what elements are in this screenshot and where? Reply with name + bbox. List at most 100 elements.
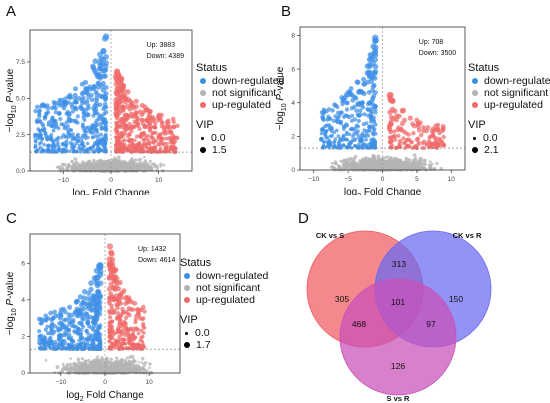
point-up-regulated bbox=[117, 124, 122, 129]
point-up-regulated bbox=[120, 117, 125, 122]
point-down-regulated bbox=[49, 328, 54, 333]
point-down-regulated bbox=[370, 140, 374, 145]
point-down-regulated bbox=[342, 136, 346, 140]
point-not-significant bbox=[131, 366, 135, 370]
point-down-regulated bbox=[86, 94, 92, 100]
point-up-regulated bbox=[107, 327, 112, 332]
point-down-regulated bbox=[48, 338, 53, 343]
point-down-regulated bbox=[90, 347, 95, 351]
point-up-regulated bbox=[401, 141, 406, 146]
legend-b: Status down-regulated not significant up… bbox=[468, 62, 550, 156]
point-up-regulated bbox=[127, 139, 132, 144]
point-not-significant bbox=[71, 366, 76, 370]
point-down-regulated bbox=[58, 343, 62, 348]
point-down-regulated bbox=[44, 111, 49, 116]
down-dot-icon bbox=[472, 78, 478, 84]
point-down-regulated bbox=[89, 146, 93, 151]
point-not-significant bbox=[131, 164, 136, 169]
point-down-regulated bbox=[71, 339, 76, 344]
point-not-significant bbox=[140, 361, 143, 364]
point-not-significant bbox=[80, 357, 85, 361]
annotation-up-count: Up: 3883 bbox=[147, 42, 176, 49]
point-up-regulated bbox=[113, 97, 119, 103]
point-down-regulated bbox=[33, 138, 38, 143]
point-not-significant bbox=[356, 164, 361, 169]
point-down-regulated bbox=[91, 342, 95, 347]
point-down-regulated bbox=[92, 58, 99, 64]
point-down-regulated bbox=[369, 110, 374, 116]
point-up-regulated bbox=[117, 334, 121, 339]
point-down-regulated bbox=[79, 91, 85, 97]
point-up-regulated bbox=[115, 131, 120, 136]
point-down-regulated bbox=[97, 271, 104, 278]
point-up-regulated bbox=[409, 140, 414, 145]
point-down-regulated bbox=[339, 121, 343, 126]
legend-label: up-regulated bbox=[212, 99, 271, 111]
point-up-regulated bbox=[114, 120, 119, 126]
point-down-regulated bbox=[59, 322, 64, 327]
point-not-significant bbox=[387, 164, 390, 168]
point-up-regulated bbox=[113, 105, 119, 111]
point-down-regulated bbox=[81, 147, 86, 151]
point-not-significant bbox=[131, 159, 136, 163]
point-down-regulated bbox=[366, 101, 371, 107]
point-not-significant bbox=[150, 162, 153, 166]
point-up-regulated bbox=[145, 133, 150, 138]
point-up-regulated bbox=[144, 117, 149, 123]
point-up-regulated bbox=[427, 138, 432, 144]
point-down-regulated bbox=[329, 143, 333, 148]
point-down-regulated bbox=[332, 140, 337, 144]
point-down-regulated bbox=[85, 103, 91, 108]
point-down-regulated bbox=[40, 121, 45, 126]
legend-item-ns: not significant bbox=[196, 87, 284, 99]
point-down-regulated bbox=[372, 129, 376, 134]
point-not-significant bbox=[113, 360, 118, 364]
point-not-significant bbox=[338, 166, 342, 171]
point-up-regulated bbox=[123, 315, 129, 320]
point-down-regulated bbox=[51, 128, 56, 133]
point-down-regulated bbox=[82, 117, 87, 122]
point-up-regulated bbox=[150, 131, 155, 136]
point-down-regulated bbox=[90, 65, 97, 71]
point-up-regulated bbox=[127, 148, 132, 152]
point-down-regulated bbox=[364, 137, 368, 142]
point-down-regulated bbox=[349, 141, 353, 146]
y-tick-label: 0.0 bbox=[16, 168, 25, 175]
point-down-regulated bbox=[321, 140, 326, 144]
series-down-regulated bbox=[319, 34, 379, 150]
point-up-regulated bbox=[140, 317, 145, 322]
point-up-regulated bbox=[433, 140, 438, 145]
point-not-significant bbox=[432, 167, 436, 171]
point-not-significant bbox=[106, 160, 110, 165]
point-up-regulated bbox=[109, 303, 114, 309]
point-down-regulated bbox=[360, 138, 365, 143]
point-down-regulated bbox=[84, 328, 89, 333]
point-down-regulated bbox=[33, 108, 38, 114]
point-down-regulated bbox=[354, 79, 360, 85]
point-not-significant bbox=[92, 167, 96, 171]
point-down-regulated bbox=[75, 120, 80, 125]
legend-vip-title: VIP bbox=[196, 119, 214, 131]
point-down-regulated bbox=[88, 280, 94, 286]
point-not-significant bbox=[96, 355, 99, 358]
point-up-regulated bbox=[140, 334, 145, 339]
point-up-regulated bbox=[113, 89, 120, 95]
point-not-significant bbox=[119, 168, 124, 172]
point-not-significant bbox=[419, 157, 423, 161]
point-down-regulated bbox=[80, 136, 84, 140]
point-not-significant bbox=[114, 365, 117, 368]
point-not-significant bbox=[139, 370, 143, 375]
point-not-significant bbox=[366, 160, 370, 164]
point-down-regulated bbox=[94, 128, 99, 133]
x-axis-title: log2 Fold Change bbox=[344, 187, 422, 195]
point-not-significant bbox=[419, 160, 422, 163]
point-down-regulated bbox=[53, 340, 57, 344]
ns-dot-icon bbox=[200, 90, 206, 96]
point-down-regulated bbox=[67, 304, 73, 310]
legend-status-title: Status bbox=[468, 62, 500, 74]
point-up-regulated bbox=[134, 143, 138, 147]
point-not-significant bbox=[384, 160, 389, 164]
point-not-significant bbox=[74, 161, 78, 165]
point-down-regulated bbox=[47, 344, 52, 349]
